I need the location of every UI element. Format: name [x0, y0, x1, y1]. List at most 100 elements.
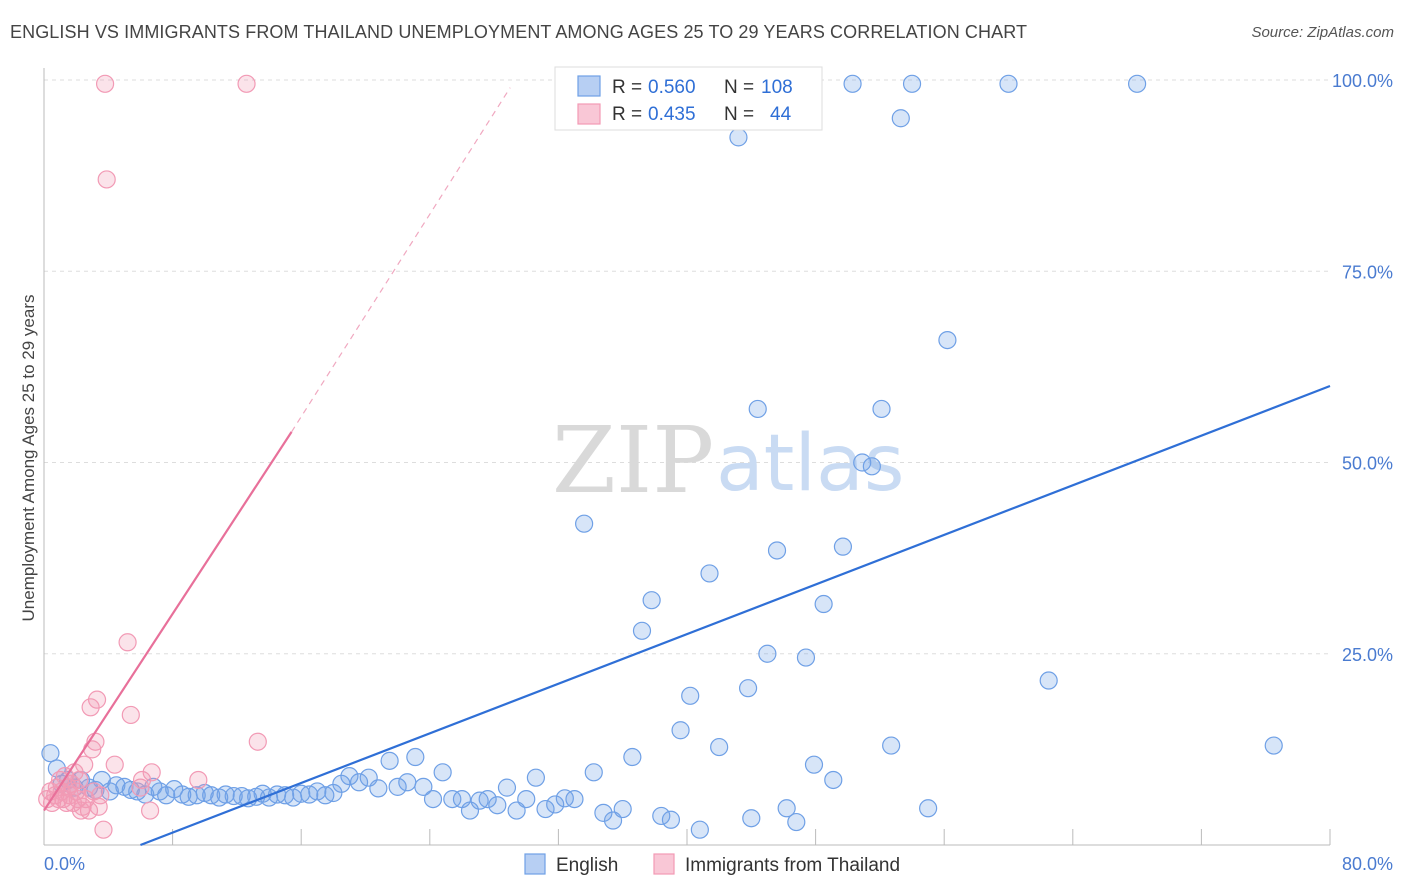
thailand-point: [142, 763, 161, 782]
watermark: ZIP atlas: [552, 407, 905, 514]
english-point: [843, 74, 862, 93]
thailand-point: [70, 770, 89, 790]
english-point: [555, 789, 574, 808]
axes: [43, 68, 1331, 846]
y-tick-label: 50.0%: [1342, 454, 1393, 474]
english-point: [398, 773, 417, 792]
english-point: [623, 747, 642, 767]
english-point: [758, 644, 777, 663]
english-point: [690, 820, 709, 839]
english-point: [632, 621, 652, 640]
thailand-point: [121, 705, 140, 725]
english-point: [652, 806, 671, 826]
english-point: [710, 737, 729, 757]
english-point: [1264, 736, 1283, 755]
legend-thailand-swatch: [653, 853, 675, 875]
thailand-point: [89, 797, 108, 816]
english-point: [824, 770, 843, 790]
thailand-points: [38, 74, 267, 839]
english-point: [804, 755, 824, 774]
english-point: [738, 679, 758, 698]
english-point: [380, 751, 399, 770]
english-point: [497, 778, 517, 797]
trend-lines: [43, 87, 1331, 847]
legend-thailand-label: Immigrants from Thailand: [685, 855, 900, 876]
english-point: [584, 763, 603, 782]
source-credit: Source: ZipAtlas.com: [1251, 24, 1394, 41]
english-point: [517, 789, 536, 809]
english-point: [700, 564, 719, 583]
english-point: [796, 648, 816, 667]
thailand-point: [189, 770, 208, 790]
watermark-zip: ZIP: [552, 407, 714, 514]
english-point: [460, 801, 480, 820]
stats-english-n-value: 108: [761, 77, 793, 98]
thailand-point: [105, 755, 124, 774]
english-point: [661, 810, 681, 829]
english-point: [340, 767, 359, 786]
english-point: [144, 777, 163, 796]
english-point: [671, 721, 690, 740]
thailand-point: [95, 74, 115, 93]
english-point: [748, 399, 767, 419]
tick-labels: 25.0% 50.0% 75.0% 100.0% 0.0% 80.0%: [44, 71, 1393, 874]
english-point: [594, 803, 613, 822]
english-points: [41, 74, 1283, 839]
watermark-atlas: atlas: [716, 419, 905, 509]
english-point: [891, 109, 910, 128]
thailand-trend-line: [43, 431, 293, 812]
english-point: [488, 796, 507, 815]
english-point: [349, 773, 369, 792]
y-tick-label: 75.0%: [1342, 262, 1393, 282]
legend-english-label: English: [556, 855, 618, 876]
stats-english-swatch: [577, 75, 601, 97]
english-point: [443, 789, 462, 809]
english-point: [872, 399, 891, 419]
thailand-point: [67, 782, 86, 801]
thailand-point: [91, 786, 110, 805]
grid-lines: [44, 79, 1330, 655]
thailand-point: [132, 770, 152, 790]
y-axis-label: Unemployment Among Ages 25 to 29 years: [19, 295, 38, 622]
thailand-point: [118, 633, 137, 652]
english-point: [742, 809, 761, 828]
english-point: [546, 795, 565, 814]
english-point: [833, 537, 853, 556]
english-point: [526, 768, 545, 787]
english-point: [478, 789, 497, 809]
thailand-point: [131, 778, 150, 797]
stats-english-r-label: R =: [612, 77, 642, 98]
stats-english-n-label: N =: [724, 77, 754, 98]
stats-thailand-r-label: R =: [612, 104, 642, 125]
x-tick-label: 80.0%: [1342, 854, 1393, 874]
english-point: [814, 594, 833, 614]
legend: English Immigrants from Thailand: [524, 853, 900, 876]
english-point: [853, 453, 872, 472]
english-point: [41, 744, 60, 763]
english-point: [433, 763, 452, 782]
english-point: [575, 514, 594, 533]
english-point: [613, 799, 632, 819]
thailand-trend-line-extension: [291, 87, 511, 433]
thailand-point: [237, 74, 256, 93]
y-tick-label: 100.0%: [1332, 71, 1393, 91]
english-point: [938, 331, 957, 350]
y-tick-label: 25.0%: [1342, 645, 1393, 665]
english-point: [882, 736, 901, 755]
legend-english-swatch: [524, 853, 546, 875]
x-tick-label: 0.0%: [44, 854, 85, 874]
stats-english-r-value: 0.560: [648, 77, 696, 98]
english-point: [536, 799, 555, 819]
english-point: [1127, 74, 1147, 93]
english-trend-line: [140, 384, 1331, 847]
thailand-point: [140, 801, 160, 820]
thailand-point: [71, 801, 91, 820]
english-point: [919, 799, 938, 818]
stats-thailand-r-value: 0.435: [648, 104, 696, 125]
english-point: [565, 789, 584, 809]
english-point: [642, 591, 661, 610]
english-point: [414, 777, 433, 796]
english-point: [999, 74, 1018, 93]
english-point: [862, 457, 881, 476]
